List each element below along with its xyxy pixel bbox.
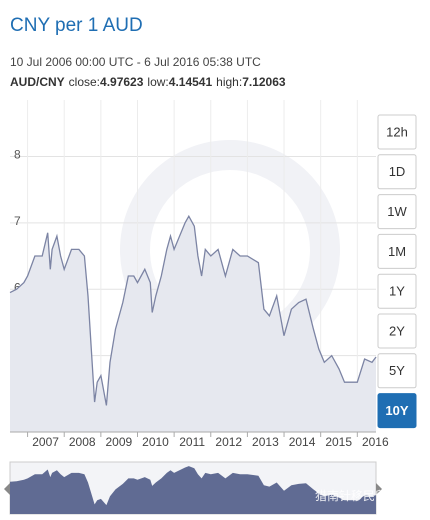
stat-label: high: <box>216 75 242 89</box>
x-tick-label: 2014 <box>289 435 316 449</box>
range-button-label: 1D <box>389 164 406 179</box>
range-button[interactable]: 1Y <box>377 273 417 309</box>
range-button[interactable]: 2Y <box>377 313 417 349</box>
navigator-handle-left[interactable] <box>4 483 10 495</box>
pair: AUD/CNY <box>10 75 65 89</box>
area <box>10 216 376 432</box>
y-tick-label: 7 <box>14 214 21 228</box>
range-button-bg <box>377 273 417 309</box>
range-button-label: 10Y <box>385 403 408 418</box>
subtitle: 10 Jul 2006 00:00 UTC - 6 Jul 2016 05:38… <box>10 55 261 69</box>
range-button[interactable]: 1D <box>377 154 417 190</box>
range-button-label: 5Y <box>389 363 405 378</box>
range-button[interactable]: 1M <box>377 233 417 269</box>
range-button-bg <box>377 313 417 349</box>
range-button-label: 1M <box>388 244 406 259</box>
range-button[interactable]: 12h <box>377 114 417 150</box>
range-button-bg <box>377 233 417 269</box>
x-tick-label: 2008 <box>69 435 96 449</box>
x-tick-label: 2007 <box>32 435 59 449</box>
range-button-bg <box>377 194 417 230</box>
y-tick-label: 6 <box>14 280 21 294</box>
watermark: 猎南针移民留学 <box>315 488 399 503</box>
x-tick-label: 2011 <box>179 435 205 449</box>
x-tick-label: 2012 <box>215 435 242 449</box>
range-button-label: 2Y <box>389 323 405 338</box>
range-button[interactable]: 1W <box>377 194 417 230</box>
range-button[interactable]: 10Y <box>377 393 417 429</box>
stat-label: low: <box>147 75 168 89</box>
range-button-bg <box>377 353 417 389</box>
x-tick-label: 2009 <box>106 435 133 449</box>
navigator-area <box>10 466 376 514</box>
stat-value: 4.97623 <box>100 75 144 89</box>
range-button-label: 12h <box>386 124 408 139</box>
y-tick-label: 8 <box>14 148 21 162</box>
x-tick-label: 2013 <box>252 435 279 449</box>
navigator-handle-right[interactable] <box>376 483 382 495</box>
range-button-bg <box>377 393 417 429</box>
range-button-bg <box>377 154 417 190</box>
stat-value: 7.12063 <box>242 75 286 89</box>
x-tick-label: 2016 <box>362 435 389 449</box>
line <box>9 214 377 406</box>
x-tick-label: 2010 <box>142 435 169 449</box>
range-button-label: 1W <box>387 204 407 219</box>
range-button[interactable]: 5Y <box>377 353 417 389</box>
x-tick-label: 2015 <box>325 435 352 449</box>
range-button-label: 1Y <box>389 284 405 299</box>
stat-value: 4.14541 <box>169 75 213 89</box>
chart-title: CNY per 1 AUD <box>10 15 143 36</box>
range-button-bg <box>377 114 417 150</box>
stats-line: AUD/CNY close:4.97623 low:4.14541 high:7.12… <box>10 75 286 89</box>
stat-label: close: <box>69 75 100 89</box>
